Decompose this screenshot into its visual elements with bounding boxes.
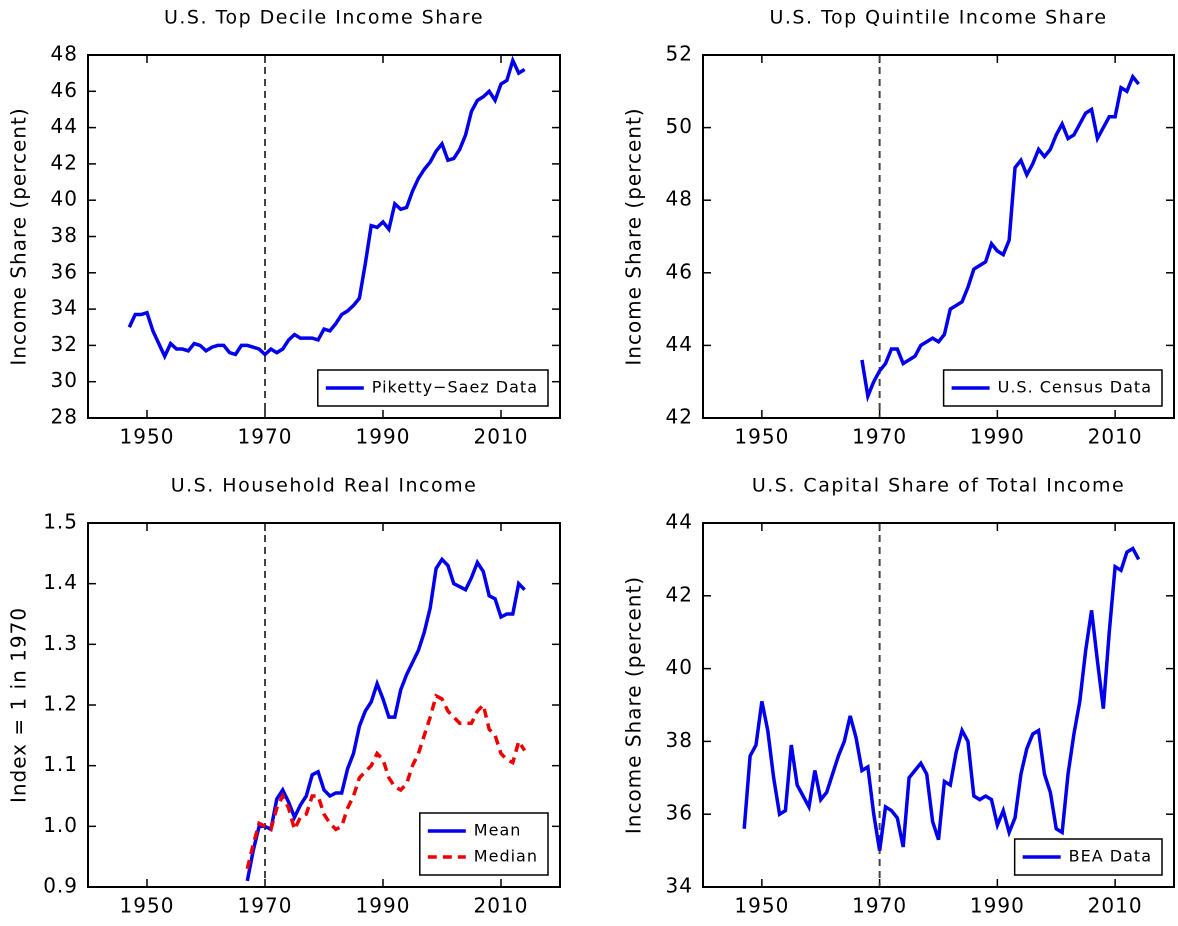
y-tick-label: 50: [666, 114, 693, 138]
y-tick-label: 34: [51, 296, 78, 320]
x-tick-label: 1970: [852, 894, 907, 918]
x-tick-label: 2010: [1088, 425, 1143, 449]
y-tick-label: 1.3: [43, 631, 78, 655]
y-tick-label: 1.5: [43, 510, 78, 534]
data-line: [860, 73, 1141, 403]
y-tick-label: 38: [666, 728, 693, 752]
data-line: [245, 556, 526, 882]
x-tick-label: 1950: [734, 894, 789, 918]
plot-frame: [702, 54, 1175, 419]
legend-label: Mean: [474, 821, 522, 840]
data-line: [127, 55, 526, 361]
y-tick-label: 42: [666, 582, 693, 606]
x-tick-label: 1950: [120, 425, 175, 449]
legend-label: Piketty−Saez Data: [372, 378, 538, 397]
legend-box: [419, 812, 549, 876]
y-tick-label: 1.0: [43, 813, 78, 837]
legend: Mean Median: [419, 812, 549, 876]
y-tick-label: 38: [51, 223, 78, 247]
legend-label: BEA Data: [1069, 847, 1152, 866]
x-tick-label: 1990: [356, 894, 411, 918]
y-tick-label: 52: [666, 42, 693, 66]
x-tick-label: 1970: [238, 425, 293, 449]
y-tick-label: 46: [666, 259, 693, 283]
x-tick-label: 2010: [474, 894, 529, 918]
x-tick-label: 1970: [238, 894, 293, 918]
y-tick-label: 28: [51, 405, 78, 429]
plot-frame: [87, 54, 561, 419]
chart-title: U.S. Capital Share of Total Income: [752, 475, 1125, 497]
y-tick-label: 46: [51, 78, 78, 102]
y-tick-label: 42: [51, 150, 78, 174]
x-tick-label: 1970: [852, 425, 907, 449]
y-tick-label: 1.4: [43, 570, 78, 594]
legend-label: U.S. Census Data: [998, 378, 1152, 397]
y-axis-label: Income Share (percent): [622, 576, 646, 834]
legend: U.S. Census Data: [942, 369, 1163, 407]
y-tick-label: 1.1: [43, 752, 78, 776]
x-tick-label: 1950: [120, 894, 175, 918]
x-tick-label: 1990: [970, 894, 1025, 918]
plot-frame: [87, 522, 561, 888]
y-axis-label: Income Share (percent): [622, 107, 646, 365]
y-tick-label: 42: [666, 405, 693, 429]
y-tick-label: 36: [666, 801, 693, 825]
y-tick-label: 30: [51, 368, 78, 392]
y-tick-label: 44: [666, 332, 693, 356]
data-line: [245, 693, 527, 870]
y-tick-label: 40: [666, 655, 693, 679]
y-tick-label: 1.2: [43, 692, 78, 716]
plot-frame: [702, 522, 1175, 888]
y-tick-label: 48: [51, 42, 78, 66]
x-tick-label: 1950: [734, 425, 789, 449]
x-tick-label: 1990: [356, 425, 411, 449]
legend: BEA Data: [1013, 838, 1163, 876]
y-axis-label: Index = 1 in 1970: [7, 607, 31, 803]
y-tick-label: 34: [666, 874, 693, 898]
x-tick-label: 1990: [970, 425, 1025, 449]
y-tick-label: 44: [666, 510, 693, 534]
data-line: [742, 546, 1141, 851]
y-tick-label: 44: [51, 114, 78, 138]
y-tick-label: 48: [666, 187, 693, 211]
y-axis-label: Income Share (percent): [7, 107, 31, 365]
x-tick-label: 2010: [1088, 894, 1143, 918]
chart-title: U.S. Top Quintile Income Share: [769, 7, 1107, 29]
y-tick-label: 40: [51, 187, 78, 211]
chart-title: U.S. Top Decile Income Share: [164, 7, 484, 29]
legend: Piketty−Saez Data: [317, 369, 549, 407]
chart-title: U.S. Household Real Income: [171, 475, 478, 497]
legend-label: Median: [474, 847, 538, 866]
y-tick-label: 32: [51, 332, 78, 356]
y-tick-label: 36: [51, 259, 78, 283]
x-tick-label: 2010: [474, 425, 529, 449]
y-tick-label: 0.9: [43, 874, 78, 898]
